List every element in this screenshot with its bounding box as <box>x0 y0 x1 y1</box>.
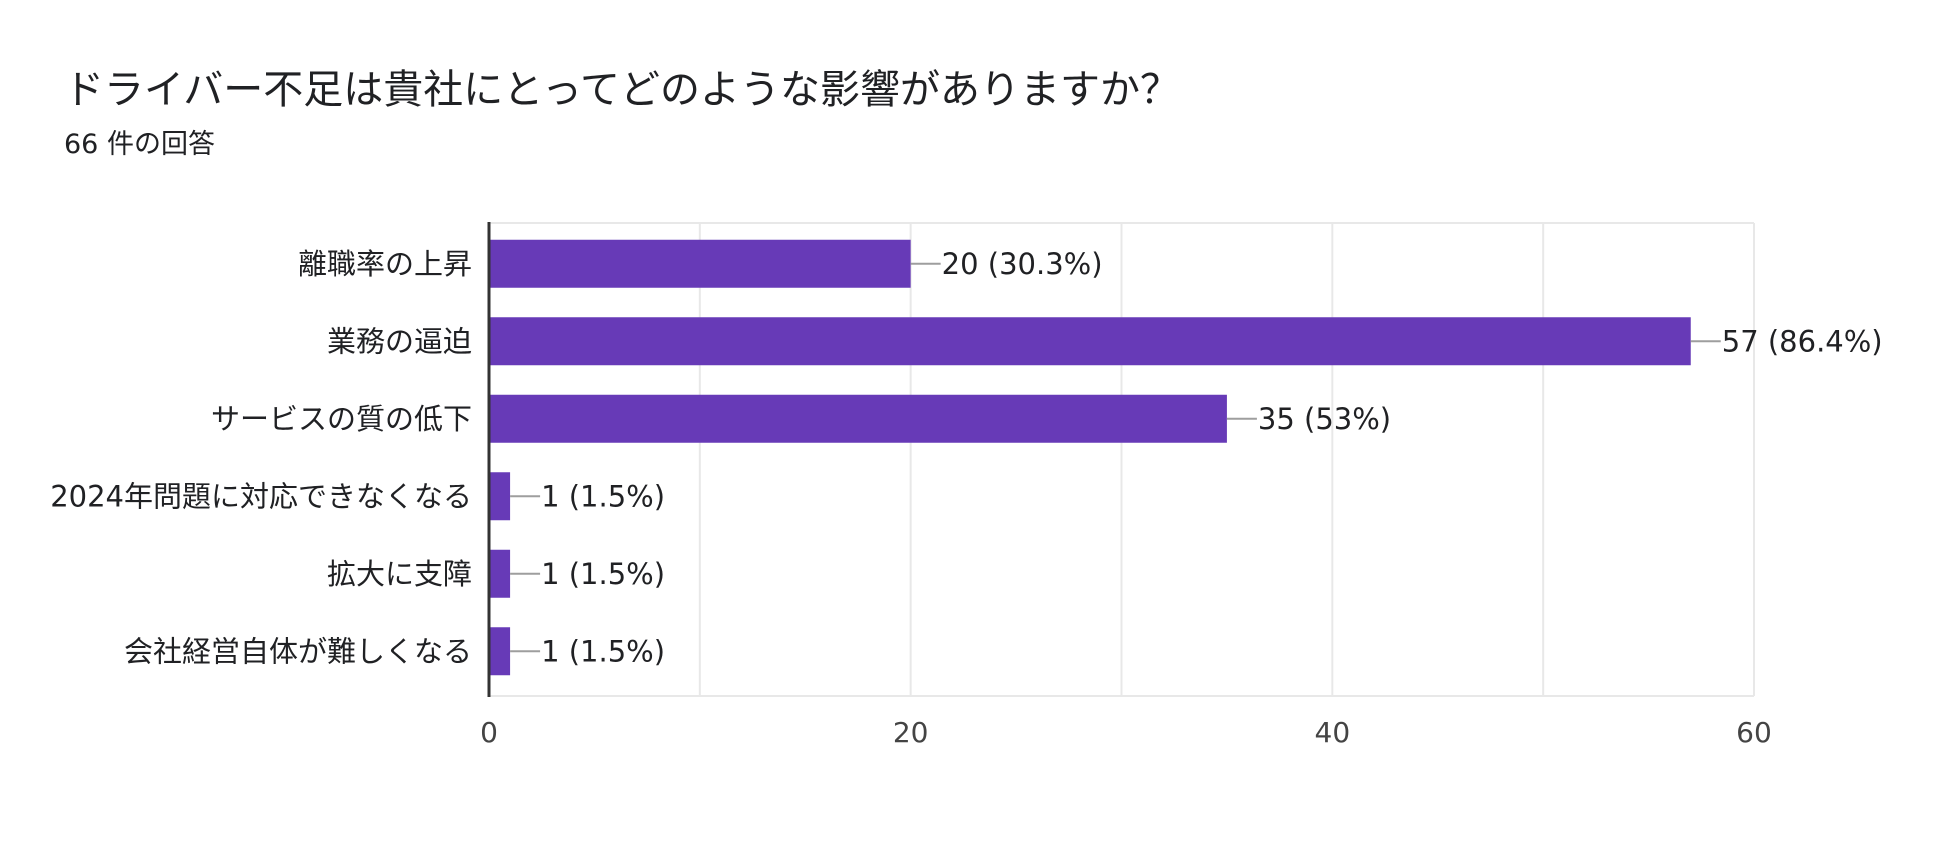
data-label: 57 (86.4%) <box>1722 324 1883 358</box>
bar <box>489 627 511 676</box>
data-label: 35 (53%) <box>1258 402 1391 436</box>
data-label: 1 (1.5%) <box>541 557 665 591</box>
x-tick-label: 60 <box>1736 716 1772 749</box>
category-label: 会社経営自体が難しくなる <box>124 634 472 668</box>
category-label: 拡大に支障 <box>327 557 472 591</box>
bar <box>489 239 911 288</box>
x-tick-label: 0 <box>480 716 498 749</box>
bar <box>489 472 511 521</box>
bar <box>489 549 511 598</box>
bar <box>489 394 1227 443</box>
bar <box>489 317 1691 366</box>
category-label: サービスの質の低下 <box>211 402 472 436</box>
chart-title: ドライバー不足は貴社にとってどのような影響がありますか？ <box>64 67 1180 113</box>
data-label: 1 (1.5%) <box>541 634 665 668</box>
data-label: 20 (30.3%) <box>942 247 1103 281</box>
response-count: 66 件の回答 <box>64 129 215 160</box>
category-label: 離職率の上昇 <box>298 247 472 281</box>
data-label: 1 (1.5%) <box>541 479 665 513</box>
category-label: 2024年問題に対応できなくなる <box>50 479 472 513</box>
x-tick-label: 40 <box>1315 716 1351 749</box>
category-label: 業務の逼迫 <box>327 324 472 358</box>
x-tick-label: 20 <box>893 716 929 749</box>
